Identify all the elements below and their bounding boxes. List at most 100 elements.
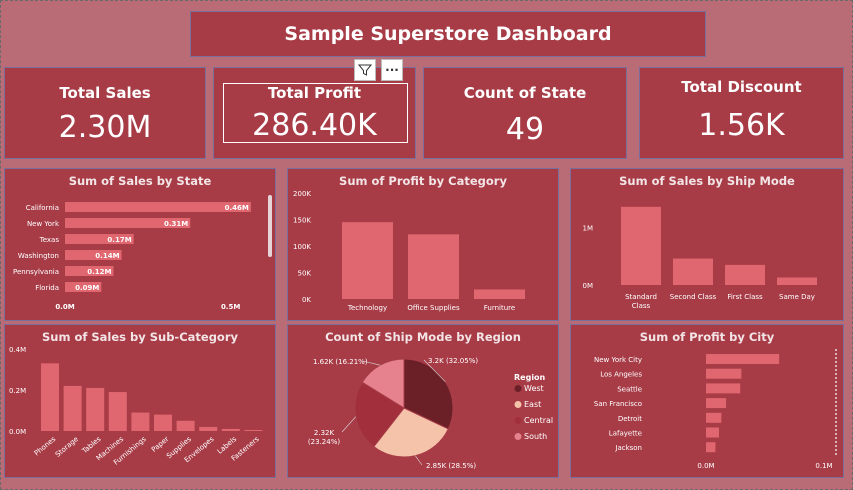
kpi-value: 49 <box>505 112 545 147</box>
kpi-total-profit[interactable]: Total Profit 286.40K <box>213 67 416 159</box>
shipmode-label: Second Class <box>670 293 717 301</box>
chart-ship-mode-by-region[interactable]: Count of Ship Mode by Region 3.2K (32.05… <box>287 324 559 478</box>
subcategory-bar[interactable] <box>199 426 218 431</box>
subcategory-bar[interactable] <box>221 428 240 431</box>
state-bar[interactable] <box>65 282 102 292</box>
city-label: Detroit <box>618 415 642 423</box>
subcategory-bar[interactable] <box>86 387 105 431</box>
subcategory-bar[interactable] <box>176 420 195 431</box>
x-tick: 0.5M <box>221 303 240 311</box>
legend-swatch <box>514 433 522 440</box>
subcategory-bar[interactable] <box>41 363 59 431</box>
chart-title: Sum of Sales by Ship Mode <box>619 174 795 188</box>
shipmode-label: Same Day <box>779 293 815 301</box>
subcategory-bar[interactable] <box>131 412 150 431</box>
legend-title: Region <box>514 373 546 382</box>
pie-slice[interactable] <box>361 358 405 409</box>
pie-slice[interactable] <box>354 381 405 448</box>
category-bar[interactable] <box>474 289 525 299</box>
kpi-value: 286.40K <box>252 108 377 143</box>
kpi-value: 1.56K <box>698 108 785 143</box>
shipmode-label: Class <box>632 302 651 310</box>
subcategory-bar[interactable] <box>63 385 82 431</box>
more-options-button[interactable]: ··· <box>381 59 403 81</box>
state-bar[interactable] <box>65 202 251 212</box>
legend-swatch <box>514 385 522 392</box>
pie-label: 3.2K (32.05%) <box>428 357 478 365</box>
city-bar[interactable] <box>706 354 780 364</box>
subcategory-bar[interactable] <box>108 392 127 431</box>
state-label: Pennsylvania <box>13 268 59 276</box>
kpi-total-discount[interactable]: Total Discount 1.56K <box>639 67 844 159</box>
filter-button[interactable] <box>354 59 376 81</box>
city-bar[interactable] <box>706 368 742 379</box>
chart-profit-by-city[interactable]: Sum of Profit by City New York City Los A… <box>570 324 844 478</box>
legend-swatch <box>514 401 522 408</box>
shipmode-bar[interactable] <box>621 206 661 285</box>
y-tick: 100K <box>293 243 311 251</box>
state-label: Texas <box>39 236 60 244</box>
y-tick: 50K <box>298 270 312 278</box>
chart-sales-by-sub-category[interactable]: Sum of Sales by Sub-Category 0.4M 0.2M 0.0… <box>4 324 276 478</box>
legend-label[interactable]: South <box>524 432 547 441</box>
shipmode-label: Standard <box>625 293 657 301</box>
state-value-label: 0.09M <box>75 284 99 292</box>
category-chart-svg: 200K 150K 100K 50K 0K Technology Office Suppli… <box>293 190 525 312</box>
city-bar[interactable] <box>706 427 719 438</box>
pie-leader-line <box>362 360 381 366</box>
pie-leader-line <box>423 359 446 382</box>
state-label: Washington <box>18 252 59 260</box>
shipmode-bar[interactable] <box>777 277 817 285</box>
chart-title: Count of Ship Mode by Region <box>325 330 521 344</box>
pie-leader-line <box>341 416 356 433</box>
category-label: Technology <box>347 304 387 312</box>
category-bar[interactable] <box>342 222 393 299</box>
state-chart-svg: California 0.46M New York 0.31M Texas 0.17M Wa… <box>13 195 272 311</box>
chart-sales-by-ship-mode[interactable]: Sum of Sales by Ship Mode 1M 0M Standard Cl… <box>570 168 844 321</box>
city-bar[interactable] <box>706 398 727 409</box>
more-options-icon: ··· <box>385 63 399 77</box>
chart-sales-by-state[interactable]: Sum of Sales by State California 0.46M New… <box>4 168 276 321</box>
city-bar[interactable] <box>706 412 722 423</box>
x-tick: 0.0M <box>697 462 714 470</box>
subcategory-bar[interactable] <box>154 414 172 431</box>
shipmode-bar[interactable] <box>725 264 765 285</box>
pie-leader-line <box>415 455 423 466</box>
kpi-total-sales[interactable]: Total Sales 2.30M <box>4 67 206 159</box>
kpi-count-of-state[interactable]: Count of State 49 <box>423 67 627 159</box>
y-tick: 150K <box>293 217 311 225</box>
city-bar[interactable] <box>706 383 741 394</box>
region-chart-svg: 3.2K (32.05%) 2.85K (28.5%) 2.32K(23.24%) 1… <box>308 357 553 470</box>
city-label: New York City <box>594 356 642 364</box>
shipmode-bar[interactable] <box>673 258 713 285</box>
pie-slice[interactable] <box>373 407 449 458</box>
legend-label[interactable]: Central <box>524 416 553 425</box>
pie-label: 2.85K (28.5%) <box>426 462 476 470</box>
state-bar[interactable] <box>65 218 191 228</box>
city-label: San Francisco <box>594 400 642 408</box>
state-bar[interactable] <box>65 234 134 244</box>
scrollbar-thumb[interactable] <box>268 195 272 257</box>
legend-label[interactable]: West <box>524 384 544 393</box>
y-tick: 0.0M <box>9 428 26 436</box>
state-bar[interactable] <box>65 250 122 260</box>
city-bar[interactable] <box>706 442 716 453</box>
legend-swatch <box>514 417 522 424</box>
subcategory-label: Storage <box>54 435 80 459</box>
state-bar[interactable] <box>65 266 114 276</box>
city-label: Los Angeles <box>600 371 642 379</box>
category-bar[interactable] <box>408 234 459 299</box>
dashboard-title: Sample Superstore Dashboard <box>284 23 612 45</box>
pie-label: 1.62K (16.21%) <box>313 358 368 366</box>
category-label: Office Supplies <box>407 304 460 312</box>
chart-title: Sum of Profit by Category <box>339 174 507 188</box>
legend-label[interactable]: East <box>524 400 541 409</box>
subcategory-bar[interactable] <box>244 430 263 431</box>
category-label: Furniture <box>484 304 515 312</box>
chart-profit-by-category[interactable]: Sum of Profit by Category 200K 150K 100K 50… <box>287 168 559 321</box>
city-label: Lafayette <box>609 430 642 438</box>
kpi-value: 2.30M <box>58 110 152 145</box>
y-tick: 200K <box>293 190 311 198</box>
kpi-label: Count of State <box>463 84 587 102</box>
